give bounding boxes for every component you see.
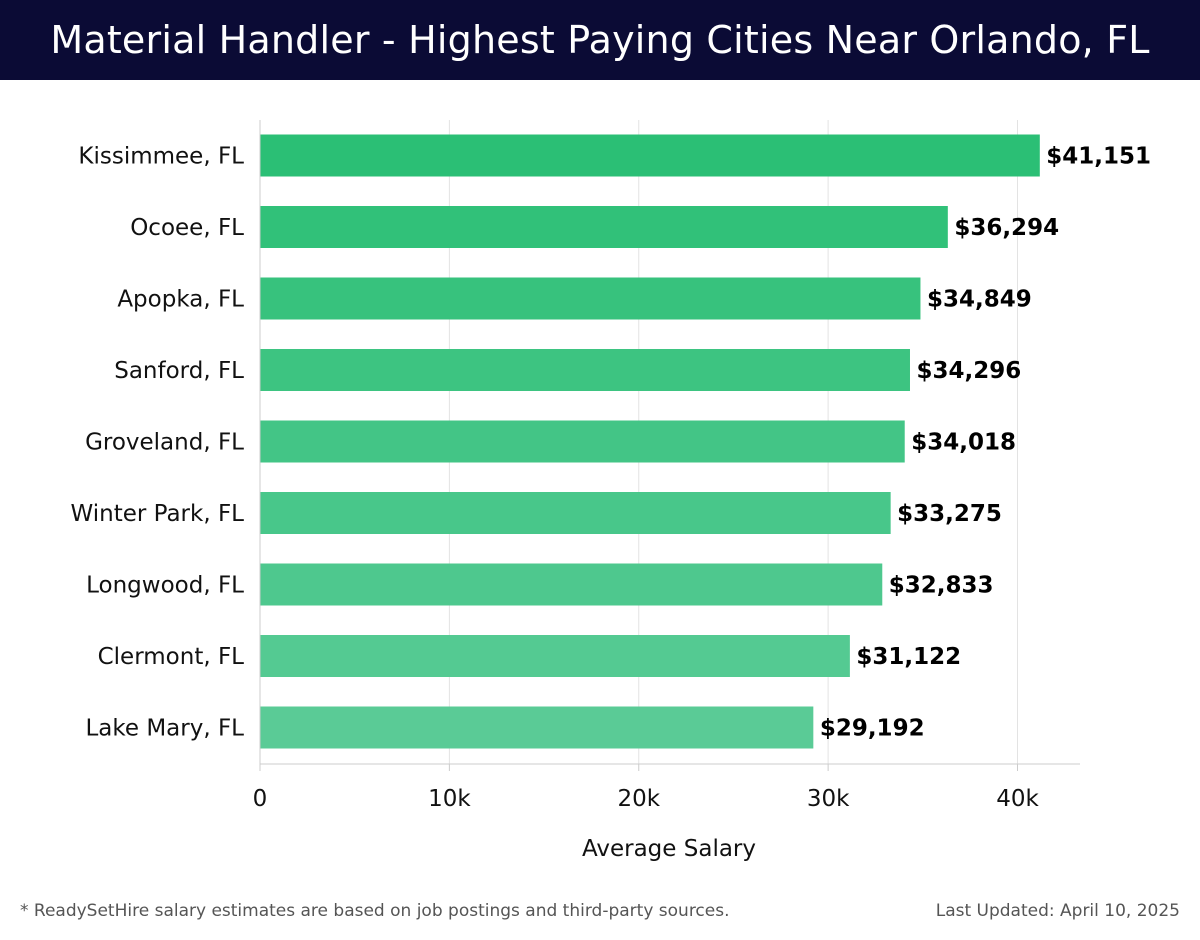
title-bar: Material Handler - Highest Paying Cities… [0,0,1200,80]
category-label: Groveland, FL [85,430,244,456]
value-label: $34,296 [916,358,1021,384]
last-updated: Last Updated: April 10, 2025 [935,901,1180,921]
category-label: Winter Park, FL [70,501,244,527]
value-label: $34,018 [911,430,1016,456]
x-axis-title: Average Salary [582,836,756,862]
bar [260,492,891,534]
bar [260,349,910,391]
value-label: $29,192 [820,716,925,742]
category-label: Clermont, FL [98,644,245,670]
bar [260,420,905,463]
x-tick-label: 30k [807,786,850,812]
bar [260,635,850,677]
footer-note: * ReadySetHire salary estimates are base… [20,901,730,921]
value-label: $41,151 [1046,144,1151,170]
bar [260,206,948,248]
value-label: $34,849 [927,287,1032,313]
salary-bar-chart: 0 10k 20k 30k 40k Kissimmee, FL $41,151 Ocoee,… [70,120,1151,862]
bar [260,134,1040,177]
category-label: Longwood, FL [86,573,244,599]
value-label: $33,275 [897,501,1002,527]
category-label: Ocoee, FL [130,215,244,241]
x-tick-label: 20k [617,786,660,812]
labels: Kissimmee, FL $41,151 Ocoee, FL $36,294 Apop… [70,144,1151,742]
bars [260,134,1040,749]
category-label: Kissimmee, FL [78,144,244,170]
axes: 0 10k 20k 30k 40k [253,120,1080,812]
value-label: $36,294 [954,215,1059,241]
value-label: $32,833 [889,573,994,599]
category-label: Lake Mary, FL [85,716,244,742]
chart-title: Material Handler - Highest Paying Cities… [50,18,1150,62]
x-tick-label: 10k [428,786,471,812]
bar [260,706,814,749]
category-label: Apopka, FL [117,287,244,313]
category-label: Sanford, FL [114,358,244,384]
bar [260,563,883,606]
value-label: $31,122 [856,644,961,670]
x-tick-label: 0 [253,786,268,812]
x-tick-label: 40k [996,786,1039,812]
bar [260,277,921,320]
